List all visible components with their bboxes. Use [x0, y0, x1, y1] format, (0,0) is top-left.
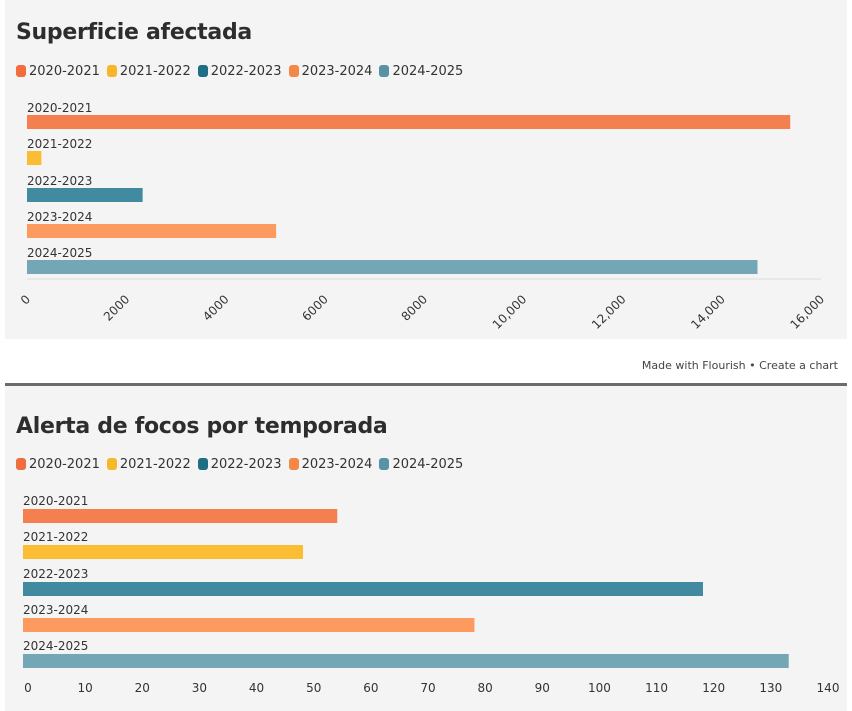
bar-2022-2023[interactable] — [23, 582, 703, 596]
bar-2020-2021[interactable] — [23, 509, 338, 523]
chart-title: Superficie afectada — [16, 20, 252, 45]
x-tick-label: 12,000 — [589, 292, 629, 332]
legend-label: 2021-2022 — [119, 63, 191, 79]
x-tick-label: 60 — [363, 681, 378, 695]
legend-label: 2023-2024 — [301, 456, 373, 472]
bar-2024-2025[interactable] — [23, 654, 789, 668]
legend-item[interactable]: 2021-2022 — [106, 63, 191, 79]
chart-legend: 2020-2021 2021-2022 2022-2023 2023-2024 … — [16, 62, 470, 80]
legend-swatch — [16, 458, 26, 470]
x-tick-label: 100 — [588, 681, 611, 695]
credit-separator: • — [749, 359, 756, 372]
legend-item[interactable]: 2024-2025 — [379, 64, 463, 79]
legend-label: 2020-2021 — [29, 63, 100, 79]
made-with-flourish-link[interactable]: Made with Flourish — [641, 359, 746, 372]
x-tick-label: 0 — [18, 292, 33, 307]
legend-label: 2022-2023 — [210, 456, 282, 472]
bar-2023-2024[interactable] — [27, 224, 277, 238]
x-tick-label: 40 — [249, 681, 264, 695]
x-tick-label: 70 — [420, 681, 435, 695]
footer: Made with Flourish • Create a chart — [0, 339, 852, 384]
bar-label: 2020-2021 — [27, 101, 92, 115]
legend-swatch — [197, 65, 208, 77]
x-tick-label: 140 — [817, 681, 840, 695]
legend-item[interactable]: 2020-2021 — [16, 64, 100, 79]
bar-label: 2021-2022 — [27, 137, 92, 151]
bar-label: 2022-2023 — [23, 567, 88, 581]
legend-item[interactable]: 2023-2024 — [288, 456, 373, 472]
legend-swatch — [379, 458, 390, 470]
bar-2021-2022[interactable] — [23, 545, 303, 559]
legend-label: 2024-2025 — [392, 63, 464, 79]
legend-item[interactable]: 2023-2024 — [288, 63, 373, 79]
legend-label: 2024-2025 — [392, 456, 464, 472]
legend-label: 2022-2023 — [210, 63, 282, 79]
bar-label: 2023-2024 — [27, 210, 92, 224]
x-tick-label: 110 — [645, 681, 668, 695]
flourish-credit: Made with Flourish • Create a chart — [642, 359, 838, 372]
legend-swatch — [288, 65, 299, 77]
bar-label: 2021-2022 — [23, 530, 88, 544]
chart-legend: 2020-2021 2021-2022 2022-2023 2023-2024 … — [16, 455, 470, 473]
bar-label: 2024-2025 — [27, 246, 92, 260]
legend-item[interactable]: 2022-2023 — [197, 456, 282, 472]
legend-swatch — [379, 65, 390, 77]
legend-swatch — [106, 458, 117, 470]
legend-swatch — [106, 65, 117, 77]
create-chart-link[interactable]: Create a chart — [759, 359, 838, 372]
bar-2024-2025[interactable] — [27, 260, 758, 274]
x-tick-label: 10 — [78, 681, 93, 695]
legend-item[interactable]: 2020-2021 — [16, 457, 100, 472]
x-tick-label: 30 — [192, 681, 207, 695]
legend-label: 2021-2022 — [119, 456, 191, 472]
x-tick-label: 16,000 — [788, 292, 828, 332]
legend-label: 2020-2021 — [29, 456, 100, 472]
chart-title: Alerta de focos por temporada — [16, 414, 388, 439]
bar-chart-alerta: 2020-2021 2021-2022 2022-2023 2023-2024 2024… — [23, 494, 840, 695]
divider — [5, 383, 847, 386]
legend-swatch — [288, 458, 299, 470]
x-tick-label: 10,000 — [490, 292, 530, 332]
x-tick-label: 14,000 — [688, 292, 728, 332]
x-tick-label: 4000 — [200, 292, 231, 323]
x-tick-label: 6000 — [299, 292, 330, 323]
legend-item[interactable]: 2022-2023 — [197, 63, 282, 79]
bar-label: 2024-2025 — [23, 639, 88, 653]
bar-2022-2023[interactable] — [27, 188, 143, 202]
x-tick-label: 50 — [306, 681, 321, 695]
chart-panel-alerta: Alerta de focos por temporada 2020-2021 … — [5, 386, 847, 711]
bar-chart-superficie: 2020-2021 2021-2022 2022-2023 2023-2024 2024… — [18, 101, 828, 332]
x-tick-label: 120 — [702, 681, 725, 695]
bar-label: 2020-2021 — [23, 494, 88, 508]
x-tick-label: 8000 — [399, 292, 430, 323]
x-tick-label: 20 — [135, 681, 150, 695]
legend-swatch — [197, 458, 208, 470]
legend-item[interactable]: 2024-2025 — [379, 457, 463, 472]
legend-swatch — [16, 65, 26, 77]
legend-item[interactable]: 2021-2022 — [106, 456, 191, 472]
x-tick-label: 130 — [759, 681, 782, 695]
bar-label: 2023-2024 — [23, 603, 88, 617]
x-tick-label: 2000 — [101, 292, 132, 323]
x-tick-label: 80 — [478, 681, 493, 695]
chart-panel-superficie: Superficie afectada 2020-2021 2021-2022 … — [5, 0, 847, 339]
x-tick-label: 0 — [24, 681, 32, 695]
bar-2023-2024[interactable] — [23, 618, 475, 632]
legend-label: 2023-2024 — [301, 63, 373, 79]
bar-2021-2022[interactable] — [27, 151, 42, 165]
bar-label: 2022-2023 — [27, 174, 92, 188]
x-tick-label: 90 — [535, 681, 550, 695]
bar-2020-2021[interactable] — [27, 115, 791, 129]
